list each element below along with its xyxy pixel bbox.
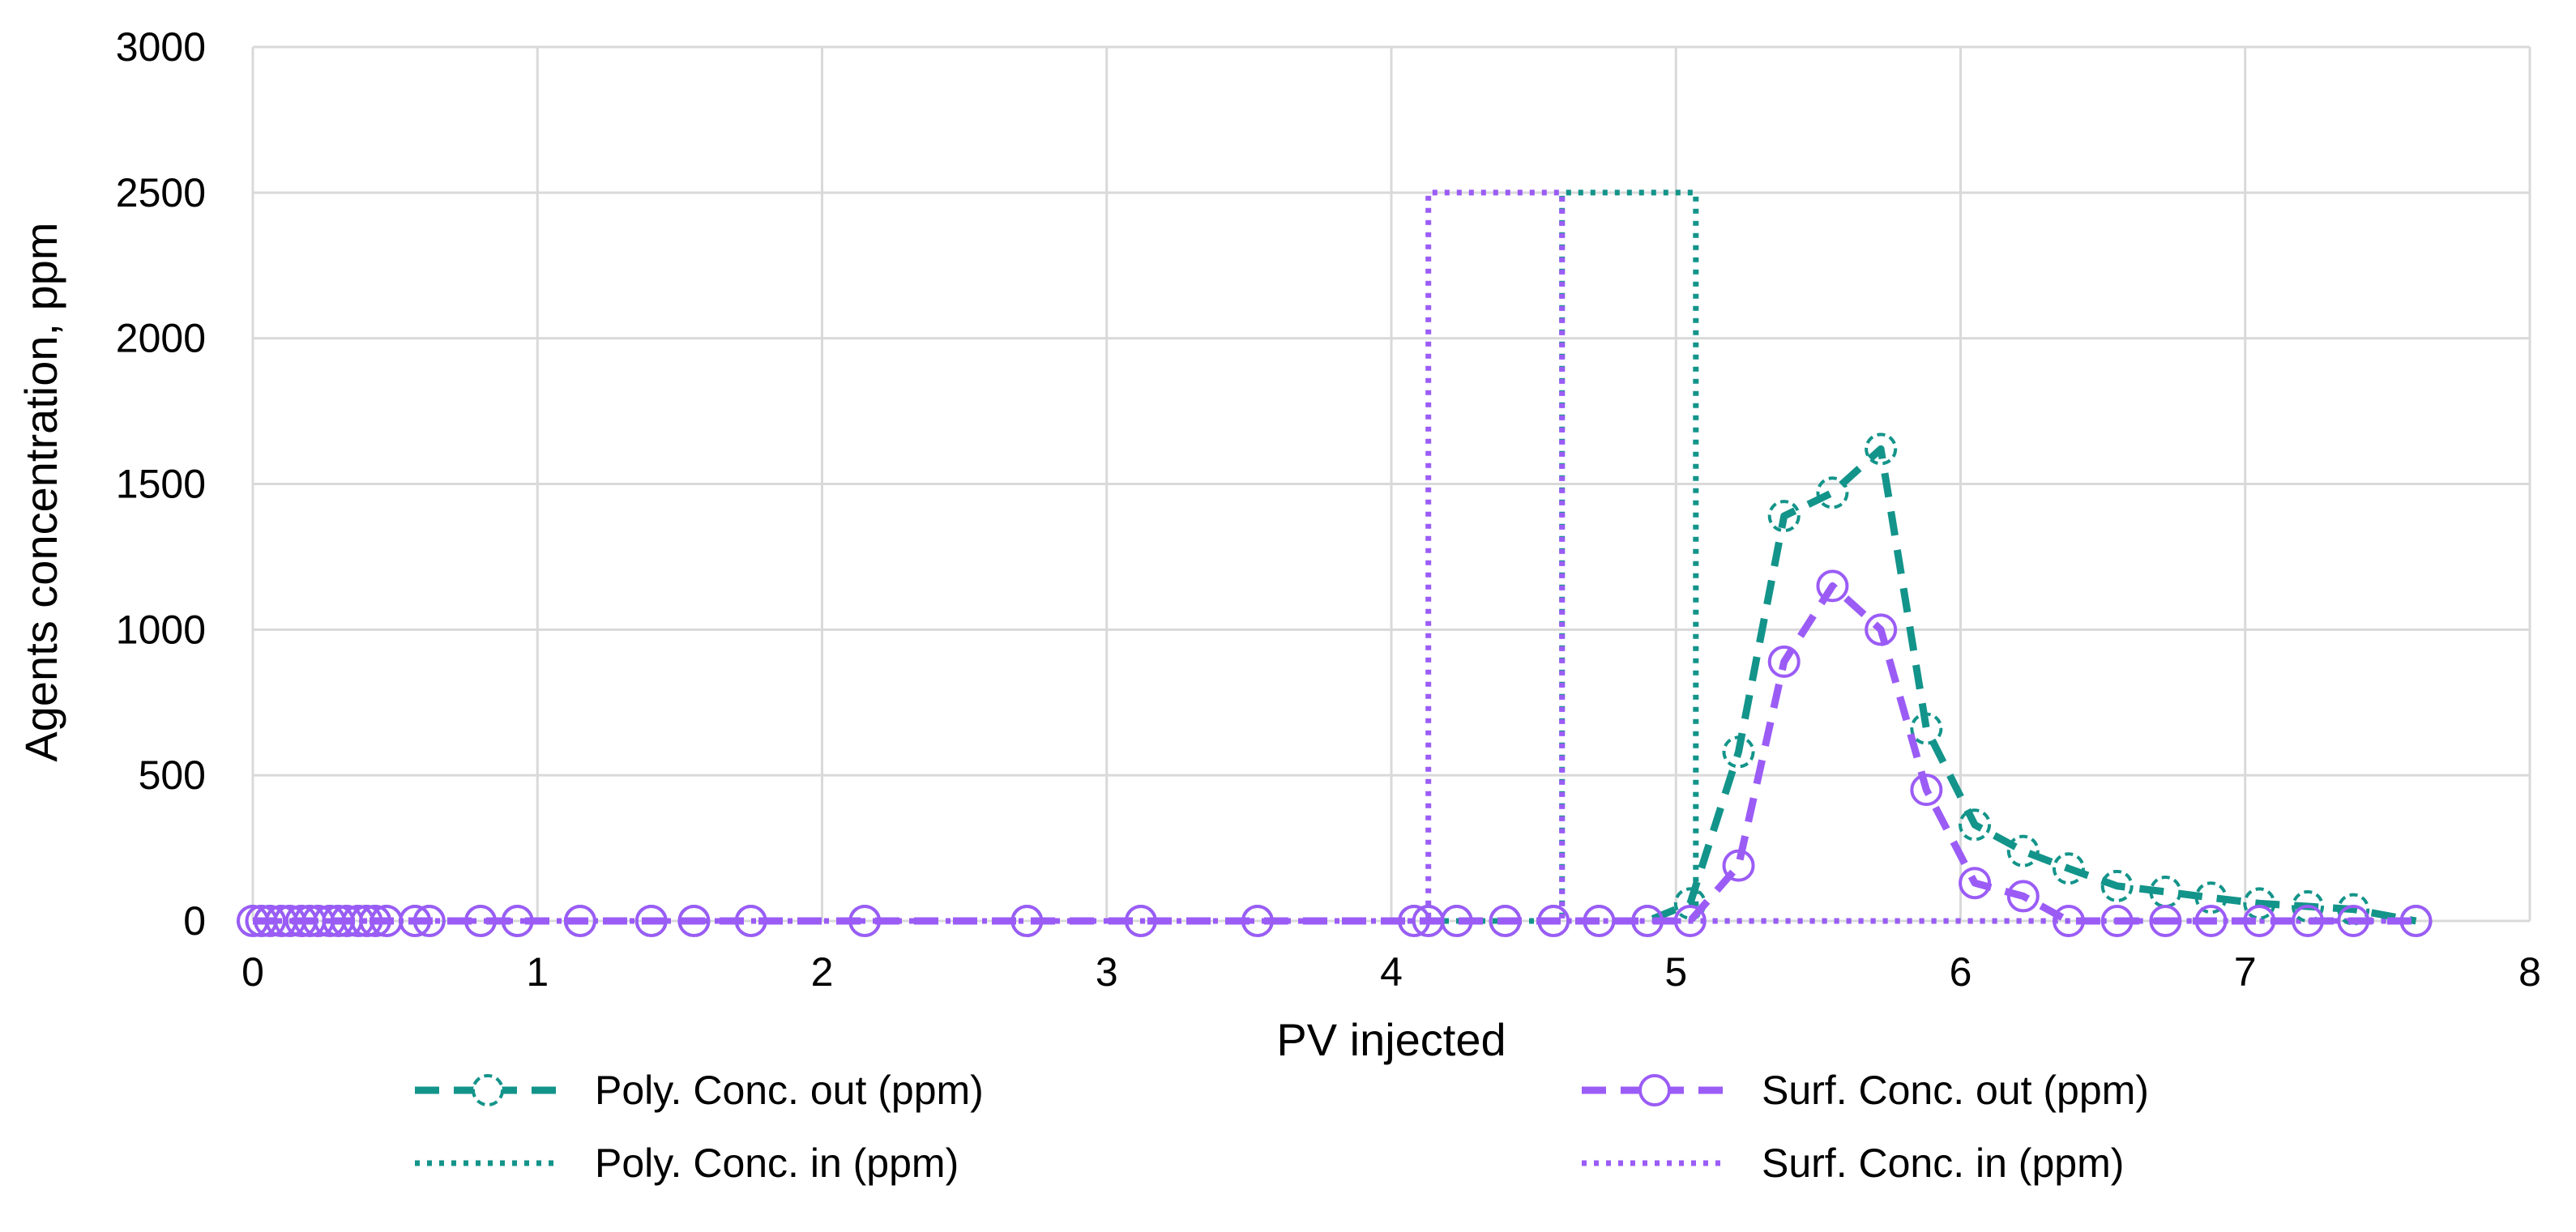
y-tick-label: 3000 — [116, 24, 206, 70]
x-tick-label: 0 — [241, 949, 264, 995]
data-point — [1865, 433, 1898, 466]
data-point — [359, 905, 392, 937]
data-point — [464, 905, 497, 937]
x-tick-label: 5 — [1664, 949, 1687, 995]
data-point — [1124, 905, 1157, 937]
legend-label: Poly. Conc. in (ppm) — [595, 1140, 959, 1186]
data-point — [2337, 905, 2370, 937]
data-point — [412, 905, 446, 937]
data-point — [2292, 890, 2325, 923]
data-point — [634, 905, 668, 937]
data-point — [2052, 905, 2085, 937]
x-tick-label: 3 — [1096, 949, 1118, 995]
data-point — [1959, 808, 1992, 842]
x-tick-label: 1 — [526, 949, 549, 995]
y-axis-title: Agents concentration, ppm — [15, 222, 66, 761]
data-point — [2292, 905, 2325, 937]
data-point — [1673, 905, 1707, 937]
legend-label: Surf. Conc. in (ppm) — [1762, 1140, 2124, 1186]
legend-marker — [1638, 1074, 1671, 1106]
data-point — [2243, 887, 2276, 920]
data-point — [1816, 476, 1849, 509]
series-line — [253, 190, 2416, 924]
data-point — [1631, 905, 1664, 937]
data-point — [1537, 905, 1570, 937]
series-line — [253, 190, 2416, 924]
x-tick-label: 8 — [2518, 949, 2541, 995]
data-point — [501, 905, 534, 937]
data-point — [254, 905, 287, 937]
data-point — [2149, 876, 2182, 909]
grid — [251, 45, 2531, 923]
data-point — [1767, 500, 1801, 533]
x-tick-label: 2 — [811, 949, 834, 995]
data-point — [1440, 905, 1473, 937]
data-point — [2399, 905, 2433, 937]
data-point — [1489, 905, 1522, 937]
data-point — [1722, 849, 1755, 882]
data-point — [1583, 905, 1616, 937]
data-point — [1241, 905, 1274, 937]
data-point — [350, 905, 383, 937]
data-point — [2006, 880, 2040, 913]
data-point — [1910, 712, 1943, 745]
legend: Poly. Conc. out (ppm) Surf. Conc. out (pp… — [415, 1068, 2149, 1186]
data-point — [2149, 905, 2182, 937]
data-point — [1865, 613, 1898, 646]
data-point — [2337, 893, 2370, 926]
y-tick-label: 1500 — [116, 462, 206, 507]
data-point — [2194, 881, 2228, 914]
series-layer — [237, 190, 2433, 937]
data-point — [2052, 852, 2085, 885]
data-point — [563, 905, 596, 937]
series-line — [253, 582, 2416, 925]
data-point — [2100, 869, 2134, 902]
data-point — [1910, 774, 1943, 807]
y-tick-label: 500 — [139, 752, 206, 798]
tick-labels: 0 1 2 3 4 5 6 7 8 0 500 1000 1500 2000 2500 3000 — [116, 24, 2541, 995]
y-tick-label: 2000 — [116, 316, 206, 361]
x-axis-title: PV injected — [1276, 1014, 1506, 1065]
legend-label: Surf. Conc. out (ppm) — [1762, 1068, 2149, 1113]
x-tick-label: 7 — [2234, 949, 2257, 995]
data-point — [1767, 645, 1801, 678]
y-tick-label: 2500 — [116, 170, 206, 215]
data-point — [1722, 735, 1755, 769]
data-point — [677, 905, 711, 937]
data-point — [2006, 834, 2040, 868]
legend-marker — [472, 1074, 504, 1106]
data-point — [734, 905, 767, 937]
series-line — [253, 445, 2417, 925]
y-tick-label: 0 — [183, 898, 206, 944]
data-point — [1816, 569, 1849, 603]
legend-label: Poly. Conc. out (ppm) — [595, 1068, 984, 1113]
y-tick-label: 1000 — [116, 607, 206, 652]
x-tick-label: 6 — [1950, 949, 1972, 995]
data-point — [2100, 905, 2134, 937]
data-point — [2243, 905, 2276, 937]
x-tick-label: 4 — [1380, 949, 1403, 995]
data-point — [1010, 905, 1044, 937]
data-point — [399, 905, 432, 937]
data-point — [848, 905, 882, 937]
data-point — [1959, 867, 1992, 900]
data-point — [2194, 905, 2228, 937]
data-point — [1398, 905, 1431, 937]
